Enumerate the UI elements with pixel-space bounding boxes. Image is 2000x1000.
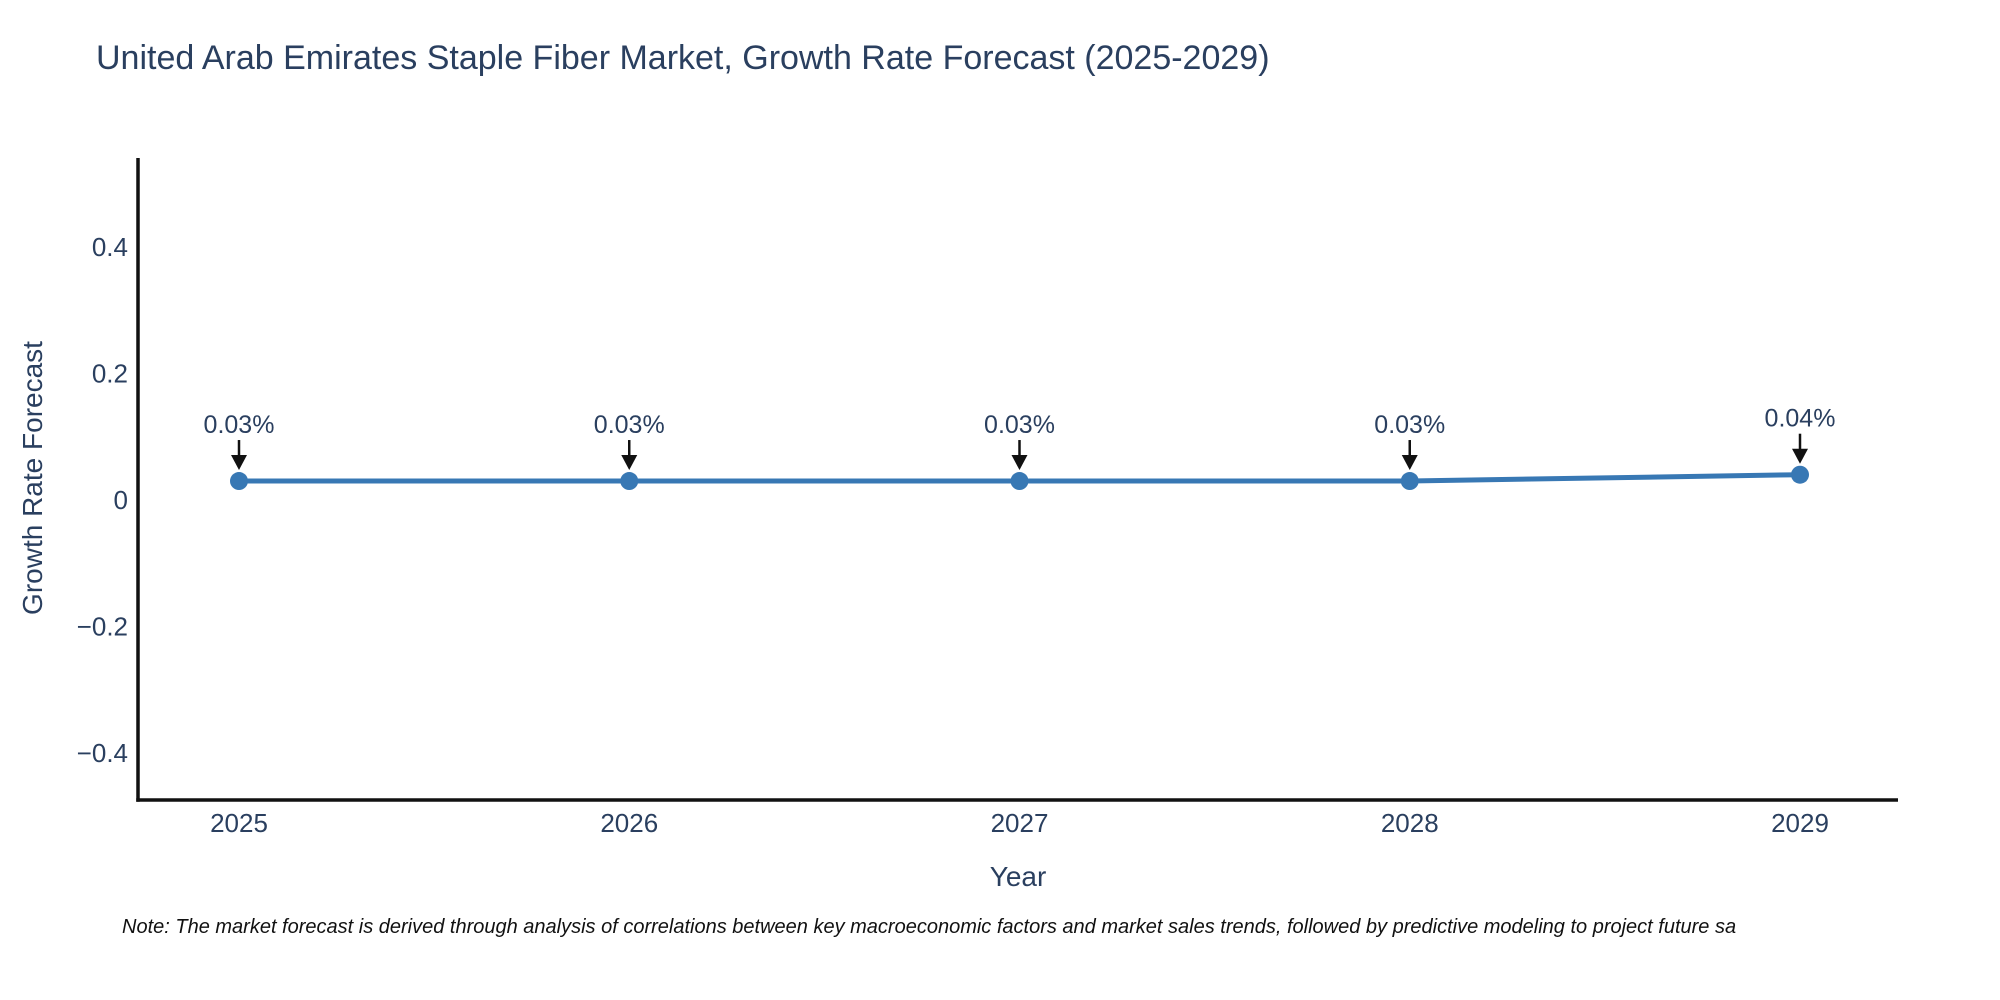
annotation-arrowhead [1792,448,1808,464]
y-tick-label: −0.2 [77,612,128,642]
data-point-marker [230,472,248,491]
x-tick-label: 2029 [1771,808,1829,838]
annotation-arrowhead [621,455,638,471]
annotation-label: 0.03% [1374,411,1445,439]
data-point-marker [1791,465,1809,484]
annotation-arrowhead [1401,455,1418,471]
annotation-arrowhead [1011,455,1028,471]
data-point-marker [1400,472,1419,491]
y-tick-label: 0.2 [92,359,128,389]
footnote: Note: The market forecast is derived thr… [122,916,1737,938]
x-axis-title: Year [989,861,1047,892]
x-tick-label: 2028 [1381,808,1439,838]
annotation-label: 0.03% [594,411,665,439]
annotation-arrowhead [231,455,247,471]
x-tick-label: 2027 [991,808,1049,838]
y-tick-label: 0.4 [92,232,128,262]
annotation-label: 0.03% [984,411,1055,439]
y-tick-label: 0 [114,485,128,515]
x-tick-label: 2025 [210,808,268,838]
data-point-marker [1010,472,1029,491]
x-tick-label: 2026 [600,808,658,838]
chart-title: United Arab Emirates Staple Fiber Market… [96,39,1270,77]
annotation-label: 0.04% [1765,405,1836,433]
y-tick-label: −0.4 [77,738,128,768]
annotation-label: 0.03% [204,411,275,439]
data-point-marker [620,472,639,491]
